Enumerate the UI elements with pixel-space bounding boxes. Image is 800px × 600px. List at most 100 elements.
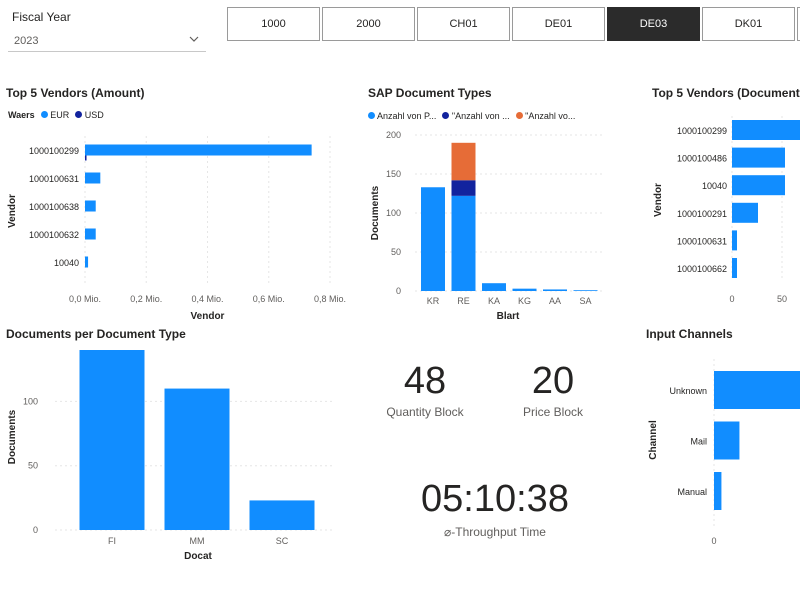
bar [164, 388, 230, 530]
x-tick-label: 50 [777, 294, 787, 304]
bar-segment [543, 289, 567, 291]
y-axis-title: Documents [7, 409, 18, 464]
bar-eur [85, 172, 101, 184]
docs-per-type-chart: 0 50 100 FI MM SC Docat Documents [7, 350, 335, 562]
x-axis-title: Vendor [191, 311, 225, 322]
bar-segment [573, 290, 598, 291]
bar-segment [451, 180, 476, 196]
doc-types-legend: Anzahl von P... "Anzahl von ... "Anzahl … [368, 111, 575, 121]
bar-eur [85, 228, 96, 240]
y-tick-label: 200 [386, 130, 401, 140]
bar [249, 500, 315, 530]
bar-segment [421, 187, 445, 291]
quantity-block-value: 48 [403, 360, 447, 402]
company-code-slicer: 1000 2000 CH01 DE01 DE03 DK01 [0, 0, 800, 50]
y-tick-label: 100 [386, 208, 401, 218]
bar [732, 175, 785, 196]
input-channels-title: Input Channels [646, 327, 733, 341]
fiscal-year-label: Fiscal Year [12, 10, 71, 24]
x-axis-title: Docat [184, 551, 212, 562]
bar-eur [85, 256, 89, 268]
slicer-button-dk01[interactable]: DK01 [702, 7, 795, 41]
y-tick-label: 10040 [54, 258, 79, 268]
y-tick-label: 50 [28, 461, 38, 471]
y-tick-label: Mail [690, 437, 707, 447]
bar [732, 202, 758, 223]
y-tick-label: 1000100299 [677, 126, 727, 136]
bar [732, 120, 800, 140]
bar-usd [85, 155, 87, 161]
x-tick-label: KR [427, 296, 440, 306]
x-tick-label: 0 [711, 536, 716, 546]
x-tick-label: AA [549, 296, 561, 306]
y-tick-label: 100 [23, 396, 38, 406]
bar [714, 371, 800, 409]
docs-per-type-title: Documents per Document Type [6, 327, 186, 341]
bar-segment [451, 195, 476, 291]
throughput-time-label: ⌀-Throughput Time [444, 525, 546, 539]
legend-item-eur[interactable]: EUR [40, 110, 69, 120]
y-tick-label: 10040 [702, 181, 727, 191]
x-tick-label: RE [457, 296, 470, 306]
x-tick-label: KG [518, 296, 531, 306]
slicer-button-ch01[interactable]: CH01 [417, 7, 510, 41]
slicer-button-de01[interactable]: DE01 [512, 7, 605, 41]
x-tick-label: 0,8 Mio. [314, 294, 346, 304]
x-tick-label: FI [108, 536, 116, 546]
y-axis-title: Vendor [7, 194, 18, 228]
y-tick-label: 1000100638 [29, 202, 79, 212]
y-tick-label: 0 [396, 286, 401, 296]
x-tick-label: 0,2 Mio. [130, 294, 162, 304]
legend-item-1[interactable]: Anzahl von P... [368, 111, 436, 121]
vendors-docs-title: Top 5 Vendors (Document [652, 86, 800, 100]
y-tick-label: 1000100632 [29, 230, 79, 240]
y-tick-label: 1000100631 [29, 174, 79, 184]
x-tick-label: 0,4 Mio. [191, 294, 223, 304]
vendors-amount-title: Top 5 Vendors (Amount) [6, 86, 145, 100]
y-tick-label: 50 [391, 247, 401, 257]
quantity-block-label: Quantity Block [386, 405, 464, 419]
legend-item-3[interactable]: "Anzahl vo... [515, 111, 575, 121]
bar-segment [482, 283, 506, 291]
bar [732, 147, 785, 168]
doc-types-title: SAP Document Types [368, 86, 492, 100]
x-axis-title: Blart [497, 311, 520, 322]
x-tick-label: 0 [729, 294, 734, 304]
x-tick-label: KA [488, 296, 500, 306]
legend-title: Waers [8, 110, 35, 120]
fiscal-year-dropdown[interactable]: 2023 [8, 29, 206, 52]
price-block-label: Price Block [522, 405, 584, 419]
vendors-amount-chart: 0,0 Mio. 0,2 Mio. 0,4 Mio. 0,6 Mio. 0,8 Mio.… [7, 136, 346, 322]
y-tick-label: 1000100631 [677, 236, 727, 246]
y-tick-label: 150 [386, 169, 401, 179]
bar [714, 421, 740, 460]
vendors-docs-chart: 0 50 1000100299 1000100486 10040 1000100291 10… [653, 116, 800, 304]
y-tick-label: 1000100291 [677, 209, 727, 219]
x-tick-label: 0,0 Mio. [69, 294, 101, 304]
bar-eur [85, 200, 96, 212]
legend-item-2[interactable]: "Anzahl von ... [442, 111, 510, 121]
y-axis-title: Vendor [653, 183, 664, 217]
fiscal-year-value: 2023 [14, 35, 39, 47]
x-tick-label: SC [276, 536, 289, 546]
y-tick-label: 1000100299 [29, 146, 79, 156]
doc-types-chart: 0 50 100 150 200 KR RE KA KG AA SA Blart Documents [370, 130, 605, 322]
bar [714, 472, 722, 510]
slicer-button-de03[interactable]: DE03 [607, 7, 700, 41]
legend-item-usd[interactable]: USD [75, 110, 104, 120]
slicer-button-partial[interactable] [797, 7, 800, 41]
bar [79, 350, 145, 530]
bar [732, 258, 737, 278]
price-block-value: 20 [531, 360, 575, 402]
bar-eur [85, 144, 312, 156]
x-tick-label: SA [579, 296, 591, 306]
bar-segment [451, 142, 476, 181]
x-tick-label: 0,6 Mio. [253, 294, 285, 304]
y-tick-label: Manual [677, 487, 707, 497]
slicer-button-2000[interactable]: 2000 [322, 7, 415, 41]
slicer-button-1000[interactable]: 1000 [227, 7, 320, 41]
input-channels-chart: 0 Unknown Mail Manual Channel [648, 359, 800, 546]
chevron-down-icon [189, 36, 199, 42]
y-tick-label: 1000100662 [677, 264, 727, 274]
throughput-time-value: 05:10:38 [421, 478, 569, 520]
